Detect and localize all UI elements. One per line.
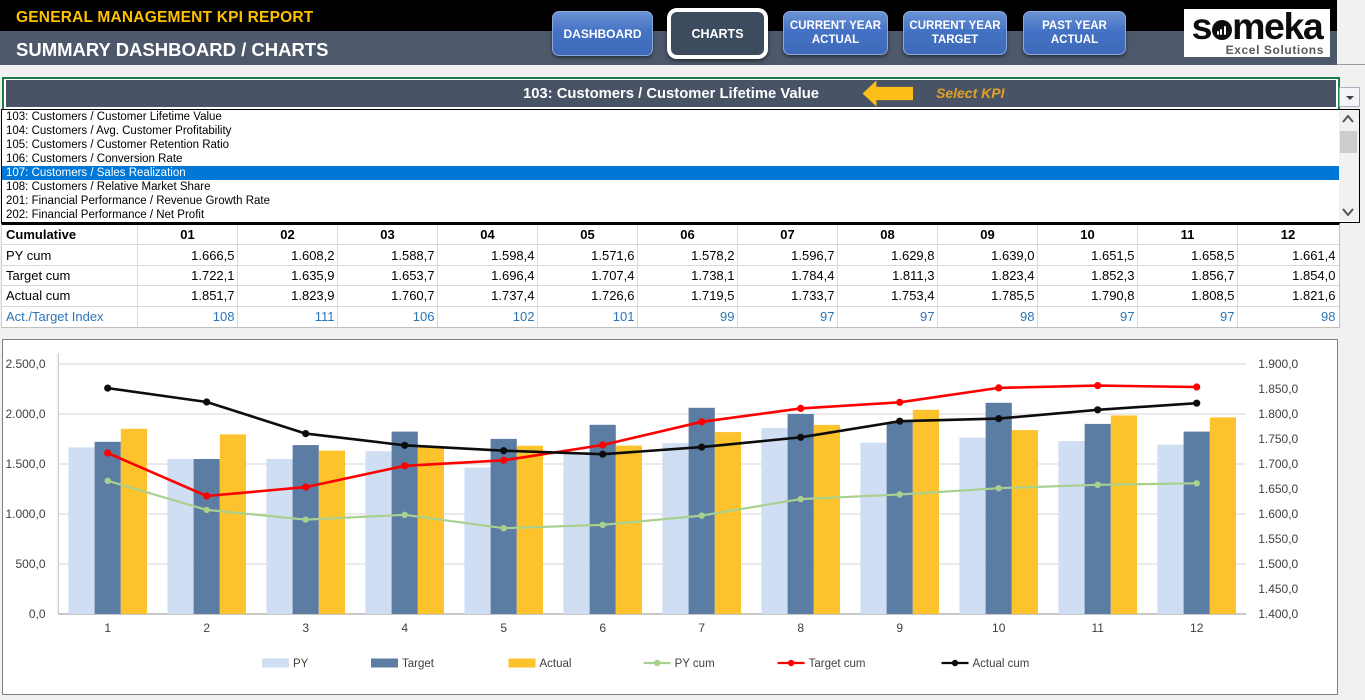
svg-text:8: 8 (797, 621, 804, 635)
svg-text:1.500,0: 1.500,0 (5, 457, 45, 471)
svg-text:500,0: 500,0 (15, 557, 45, 571)
svg-text:PY cum: PY cum (675, 658, 715, 670)
svg-text:10: 10 (992, 621, 1006, 635)
svg-text:5: 5 (500, 621, 507, 635)
svg-text:1.600,0: 1.600,0 (1258, 507, 1298, 521)
svg-text:1.000,0: 1.000,0 (5, 507, 45, 521)
svg-text:11: 11 (1091, 621, 1104, 635)
svg-text:1.450,0: 1.450,0 (1258, 582, 1298, 596)
svg-text:1.700,0: 1.700,0 (1258, 457, 1298, 471)
svg-text:1.400,0: 1.400,0 (1258, 607, 1298, 621)
svg-text:1.500,0: 1.500,0 (1258, 557, 1298, 571)
svg-text:9: 9 (896, 621, 903, 635)
svg-text:Target cum: Target cum (809, 658, 866, 670)
svg-text:1.750,0: 1.750,0 (1258, 432, 1298, 446)
svg-text:PY: PY (293, 658, 309, 670)
svg-text:6: 6 (599, 621, 606, 635)
svg-text:Actual: Actual (540, 658, 572, 670)
svg-text:0,0: 0,0 (29, 607, 46, 621)
svg-text:3: 3 (302, 621, 309, 635)
svg-text:Target: Target (402, 658, 435, 670)
svg-text:1.850,0: 1.850,0 (1258, 382, 1298, 396)
svg-text:1.550,0: 1.550,0 (1258, 532, 1298, 546)
svg-text:2.500,0: 2.500,0 (5, 357, 45, 371)
svg-text:4: 4 (401, 621, 408, 635)
svg-text:1.800,0: 1.800,0 (1258, 407, 1298, 421)
svg-text:1: 1 (104, 621, 111, 635)
svg-text:12: 12 (1190, 621, 1204, 635)
svg-text:Actual cum: Actual cum (973, 658, 1030, 670)
svg-text:7: 7 (698, 621, 705, 635)
svg-text:1.650,0: 1.650,0 (1258, 482, 1298, 496)
svg-text:2.000,0: 2.000,0 (5, 407, 45, 421)
svg-text:1.900,0: 1.900,0 (1258, 357, 1298, 371)
svg-text:2: 2 (203, 621, 210, 635)
